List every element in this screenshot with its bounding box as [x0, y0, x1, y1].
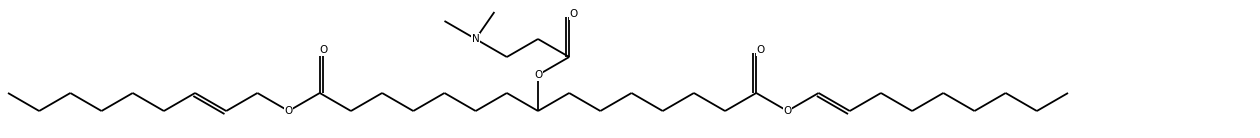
Text: O: O — [320, 45, 328, 55]
Text: O: O — [285, 106, 292, 116]
Text: O: O — [756, 45, 765, 55]
Text: O: O — [784, 106, 791, 116]
Text: N: N — [471, 34, 480, 44]
Text: O: O — [570, 9, 577, 19]
Text: O: O — [534, 70, 542, 80]
